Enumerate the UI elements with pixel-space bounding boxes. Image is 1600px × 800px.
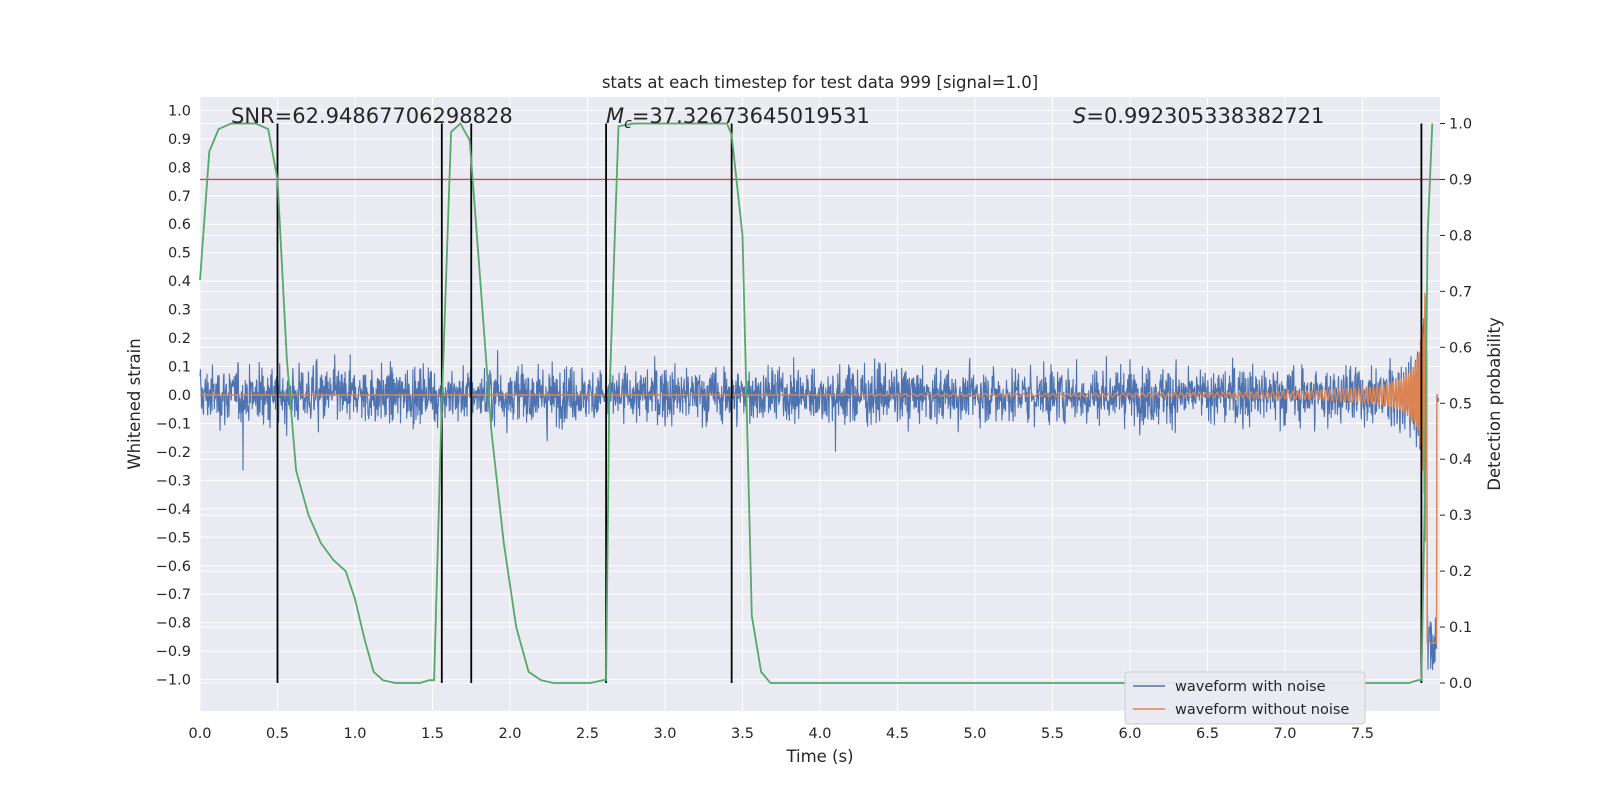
x-tick-label: 4.0 <box>808 726 831 742</box>
x-tick-label: 6.5 <box>1196 726 1219 742</box>
y-left-tick-label: 0.1 <box>168 360 191 376</box>
y-axis-right-ticks: 1.0 0.9 0.8 0.7 0.6 0.5 0.4 0.3 0.2 0.1 0.0 <box>1440 117 1472 692</box>
x-tick-label: 3.5 <box>731 726 754 742</box>
y-left-tick-label: −0.2 <box>156 445 191 461</box>
y-left-tick-label: −1.0 <box>156 673 191 689</box>
y-left-tick-label: 0.2 <box>168 331 191 347</box>
y-left-tick-label: −0.3 <box>156 473 191 489</box>
s-annotation: S=0.992305338382721 <box>1073 104 1324 128</box>
y-left-tick-label: −0.6 <box>156 559 191 575</box>
x-tick-label: 5.0 <box>963 726 986 742</box>
y-right-tick-label: 1.0 <box>1449 117 1472 133</box>
chirp-mass-symbol: M <box>606 104 624 128</box>
x-tick-label: 4.5 <box>886 726 909 742</box>
y-left-tick-label: −0.7 <box>156 587 191 603</box>
y-left-tick-label: −0.5 <box>156 530 191 546</box>
y-right-tick-label: 0.5 <box>1449 396 1472 412</box>
y-axis-left-ticks: 1.0 0.9 0.8 0.7 0.6 0.5 0.4 0.3 0.2 0.1 0.0 −0.1 −0.… <box>156 103 191 688</box>
y-left-tick-label: 0.3 <box>168 303 191 319</box>
y-axis-left-label: Whitened strain <box>125 338 144 469</box>
clean-waveform-line <box>200 292 1439 644</box>
s-symbol: S <box>1073 104 1086 128</box>
x-tick-label: 3.0 <box>653 726 676 742</box>
y-right-tick-label: 0.2 <box>1449 564 1472 580</box>
legend-label-clean: waveform without noise <box>1175 702 1349 718</box>
chirp-mass-subscript: c <box>624 116 632 132</box>
y-right-tick-label: 0.7 <box>1449 284 1472 300</box>
y-left-tick-label: −0.1 <box>156 416 191 432</box>
y-left-tick-label: −0.9 <box>156 644 191 660</box>
legend: waveform with noise waveform without noi… <box>1124 671 1366 725</box>
snr-annotation: SNR=62.94867706298828 <box>231 104 513 128</box>
y-left-tick-label: 0.0 <box>168 388 191 404</box>
y-right-tick-label: 0.8 <box>1449 228 1472 244</box>
y-right-tick-label: 0.1 <box>1449 620 1472 636</box>
x-tick-label: 6.0 <box>1118 726 1141 742</box>
x-tick-label: 0.0 <box>188 726 211 742</box>
y-right-tick-label: 0.0 <box>1449 676 1472 692</box>
y-right-tick-label: 0.9 <box>1449 172 1472 188</box>
x-tick-label: 7.5 <box>1351 726 1374 742</box>
x-axis-label: Time (s) <box>785 747 853 766</box>
x-axis-ticks: 0.0 0.5 1.0 1.5 2.0 2.5 3.0 3.5 4.0 4.5 5.0 5.5 6.0 6… <box>188 726 1374 742</box>
series-detection-probability <box>199 122 1434 684</box>
detection-probability-line <box>199 122 1434 684</box>
legend-box <box>1124 671 1366 725</box>
y-left-tick-label: −0.8 <box>156 616 191 632</box>
y-left-tick-label: 0.5 <box>168 246 191 262</box>
legend-label-noise: waveform with noise <box>1175 679 1326 695</box>
y-left-tick-label: 1.0 <box>168 103 191 119</box>
chart-title: stats at each timestep for test data 999… <box>602 73 1038 92</box>
y-left-tick-label: −0.4 <box>156 502 191 518</box>
noise-waveform-line <box>199 302 1440 671</box>
y-left-tick-label: 0.8 <box>168 160 191 176</box>
y-right-tick-label: 0.4 <box>1449 452 1472 468</box>
x-tick-label: 5.5 <box>1041 726 1064 742</box>
x-tick-label: 1.0 <box>343 726 366 742</box>
y-axis-right-label: Detection probability <box>1485 317 1504 491</box>
y-right-tick-label: 0.6 <box>1449 340 1472 356</box>
y-left-tick-label: 0.4 <box>168 274 191 290</box>
x-tick-label: 2.0 <box>498 726 521 742</box>
chirp-mass-value: =37.32673645019531 <box>632 104 870 128</box>
x-tick-label: 1.5 <box>421 726 444 742</box>
series-waveform-without-noise <box>200 292 1439 644</box>
x-tick-label: 2.5 <box>576 726 599 742</box>
x-tick-label: 0.5 <box>266 726 289 742</box>
s-value: =0.992305338382721 <box>1086 104 1324 128</box>
y-left-tick-label: 0.7 <box>168 189 191 205</box>
x-tick-label: 7.0 <box>1273 726 1296 742</box>
y-left-tick-label: 0.9 <box>168 132 191 148</box>
y-right-tick-label: 0.3 <box>1449 508 1472 524</box>
series-waveform-with-noise <box>199 302 1440 671</box>
y-left-tick-label: 0.6 <box>168 217 191 233</box>
chirp-mass-annotation: Mc=37.32673645019531 <box>606 104 870 132</box>
